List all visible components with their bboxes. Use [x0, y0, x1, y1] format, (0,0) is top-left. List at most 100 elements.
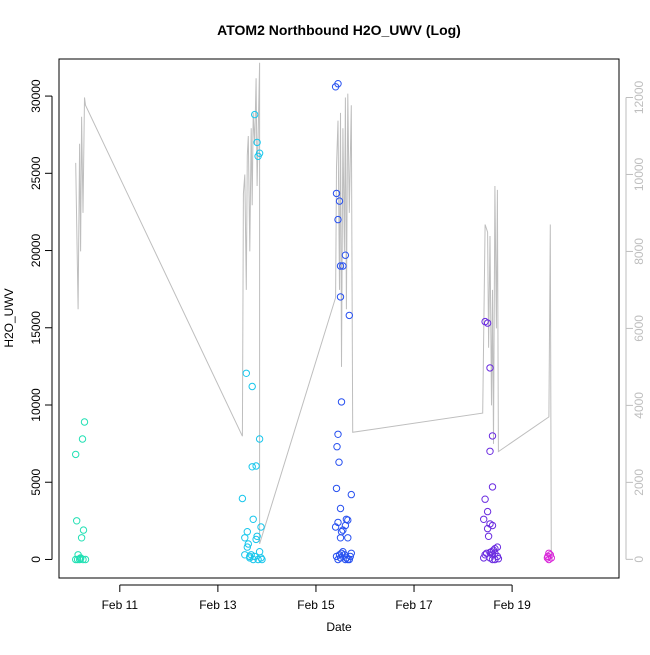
- data-point: [253, 532, 261, 540]
- data-point: [334, 215, 342, 224]
- data-point: [335, 458, 343, 466]
- data-point: [79, 555, 87, 564]
- chart-title: ATOM2 Northbound H2O_UWV (Log): [217, 22, 461, 38]
- data-point: [486, 554, 494, 562]
- data-point: [483, 319, 492, 327]
- data-point: [334, 518, 342, 527]
- data-point: [72, 450, 80, 459]
- y2-tick-label: 10000: [632, 157, 646, 191]
- data-point: [344, 534, 352, 542]
- data-point: [488, 432, 497, 440]
- data-point: [334, 555, 342, 564]
- data-point: [331, 523, 340, 531]
- data-point: [77, 534, 86, 542]
- data-point: [481, 495, 489, 503]
- data-point: [341, 555, 350, 564]
- data-point: [251, 110, 259, 119]
- data-point: [336, 293, 345, 301]
- data-point: [484, 532, 493, 540]
- data-point: [336, 262, 345, 270]
- data-point: [243, 528, 252, 536]
- y2-tick-label: 4000: [632, 392, 646, 419]
- data-point: [335, 197, 344, 205]
- data-point: [347, 490, 355, 499]
- data-point: [334, 80, 342, 88]
- data-point: [332, 189, 341, 198]
- data-point: [252, 462, 260, 470]
- x-tick-label: Feb 17: [395, 598, 433, 612]
- data-point: [491, 549, 499, 557]
- point-layer: [72, 80, 555, 564]
- y-tick-label: 15000: [29, 311, 43, 345]
- data-point: [249, 515, 257, 523]
- data-point: [248, 382, 256, 391]
- data-point: [258, 555, 266, 564]
- data-point: [242, 369, 251, 377]
- y-tick-label: 0: [29, 556, 43, 563]
- data-point: [75, 555, 84, 564]
- data-point: [246, 554, 254, 562]
- y-tick-label: 30000: [29, 79, 43, 113]
- data-point: [81, 555, 90, 564]
- data-point: [252, 535, 260, 544]
- data-point: [79, 526, 88, 534]
- data-point: [241, 534, 249, 542]
- data-point: [483, 524, 492, 533]
- axis-layer: Feb 11 Feb 13 Feb 15 Feb 17 Feb 19 0 5000 10000…: [29, 79, 646, 612]
- data-point: [255, 149, 264, 157]
- y2-tick-label: 6000: [632, 315, 646, 342]
- y-tick-label: 20000: [29, 234, 43, 268]
- y-tick-label: 5000: [29, 469, 43, 496]
- data-point: [332, 484, 341, 493]
- data-point: [238, 494, 247, 503]
- data-point: [73, 555, 82, 564]
- series-line: [75, 62, 552, 560]
- data-point: [336, 534, 345, 542]
- data-point: [341, 251, 350, 259]
- x-tick-label: Feb 13: [199, 598, 237, 612]
- x-axis-label: Date: [326, 620, 352, 634]
- data-point: [78, 435, 87, 443]
- data-point: [483, 507, 492, 516]
- data-point: [243, 543, 252, 551]
- data-point: [333, 443, 341, 451]
- y2-tick-label: 12000: [632, 80, 646, 114]
- data-point: [257, 523, 265, 531]
- data-point: [337, 398, 346, 406]
- data-point: [244, 540, 253, 548]
- data-point: [257, 554, 265, 562]
- data-point: [345, 555, 353, 564]
- y-axis-label: H2O_UWV: [2, 288, 16, 347]
- data-point: [547, 554, 555, 562]
- data-point: [253, 138, 261, 147]
- line-layer: [75, 62, 552, 560]
- y2-tick-label: 2000: [632, 469, 646, 496]
- data-point: [486, 447, 494, 455]
- data-point: [73, 517, 81, 525]
- y2-tick-label: 8000: [632, 238, 646, 265]
- data-point: [255, 435, 264, 443]
- y-tick-label: 10000: [29, 388, 43, 422]
- data-point: [494, 555, 503, 563]
- data-point: [480, 515, 488, 523]
- data-point: [334, 430, 342, 438]
- y-tick-label: 25000: [29, 156, 43, 190]
- data-point: [345, 311, 353, 320]
- data-point: [488, 483, 497, 491]
- data-point: [544, 552, 552, 561]
- data-point: [248, 463, 256, 471]
- x-tick-label: Feb 11: [102, 598, 139, 612]
- data-point: [80, 418, 89, 426]
- data-point: [336, 504, 345, 513]
- x-tick-label: Feb 19: [493, 598, 531, 612]
- x-tick-label: Feb 15: [297, 598, 335, 612]
- plot-frame: [58, 58, 620, 579]
- data-point: [486, 364, 494, 372]
- data-point: [339, 262, 347, 270]
- data-point: [339, 526, 347, 534]
- y2-tick-label: 0: [632, 556, 646, 563]
- data-point: [72, 555, 80, 564]
